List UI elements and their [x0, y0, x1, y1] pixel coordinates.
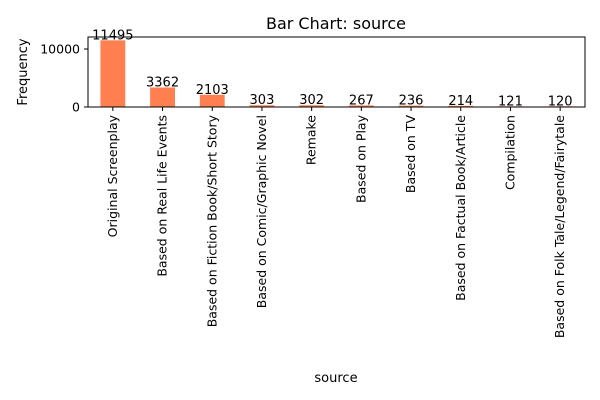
- data-label: 303: [250, 93, 275, 108]
- data-label: 214: [448, 94, 473, 109]
- bar: [249, 105, 275, 107]
- x-tick-label: Based on Fiction Book/Short Story: [204, 114, 219, 327]
- y-axis-label: Frequency: [16, 38, 31, 105]
- plot-area: 11495 Original Screenplay 3362 Based on Rea…: [40, 28, 586, 338]
- data-label: 120: [548, 94, 573, 109]
- data-label: 236: [399, 94, 424, 109]
- y-tick-label: 10000: [40, 42, 80, 57]
- x-tick-label: Based on Real Life Events: [155, 115, 170, 277]
- data-label: 302: [299, 93, 324, 108]
- x-tick-label: Based on Play: [353, 114, 368, 203]
- data-label: 2103: [196, 83, 229, 98]
- y-tick-label: 0: [72, 100, 80, 115]
- x-tick-label: Based on Folk Tale/Legend/Fairytale: [552, 115, 567, 338]
- data-label: 11495: [92, 28, 133, 43]
- x-tick-label: Compilation: [502, 115, 517, 190]
- bar: [100, 40, 126, 107]
- plot-frame: [87, 36, 586, 108]
- x-tick-label: Based on Factual Book/Article: [453, 115, 468, 301]
- x-axis-label: source: [314, 371, 357, 386]
- bar: [448, 105, 474, 107]
- data-label: 267: [349, 93, 374, 108]
- bar: [150, 87, 175, 107]
- data-label: 121: [498, 94, 523, 109]
- bar: [199, 94, 225, 107]
- data-label: 3362: [146, 76, 179, 91]
- x-tick-label: Remake: [304, 115, 319, 165]
- chart-title: Bar Chart: source: [266, 14, 406, 33]
- x-tick-label: Based on TV: [403, 115, 418, 194]
- x-tick-label: Based on Comic/Graphic Novel: [254, 115, 269, 308]
- bar: [299, 105, 325, 107]
- bar: [398, 105, 424, 107]
- x-tick-label: Original Screenplay: [105, 114, 120, 237]
- bar: [348, 105, 374, 107]
